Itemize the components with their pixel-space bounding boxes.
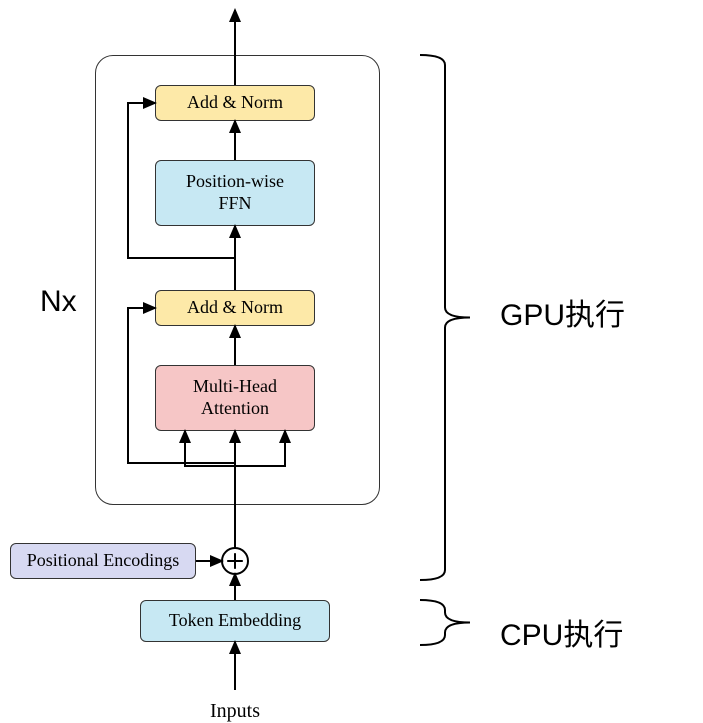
label-gpu: GPU执行	[500, 290, 625, 334]
block-positional-encodings: Positional Encodings	[10, 543, 196, 579]
label-cpu: CPU执行	[500, 610, 623, 654]
block-ffn: Position-wiseFFN	[155, 160, 315, 226]
transformer-diagram: Add & Norm Position-wiseFFN Add & Norm M…	[0, 0, 703, 717]
block-token-embedding: Token Embedding	[140, 600, 330, 642]
block-label: Multi-HeadAttention	[193, 376, 277, 419]
label-inputs: Inputs	[210, 700, 260, 723]
block-multihead-attention: Multi-HeadAttention	[155, 365, 315, 431]
label-nx: Nx	[40, 285, 77, 319]
block-label: Position-wiseFFN	[186, 171, 284, 214]
block-label: Add & Norm	[187, 92, 283, 114]
block-label: Positional Encodings	[27, 550, 180, 572]
block-label: Add & Norm	[187, 297, 283, 319]
block-label: Token Embedding	[169, 610, 301, 632]
block-add-norm-bottom: Add & Norm	[155, 290, 315, 326]
repeat-box	[95, 55, 380, 505]
block-add-norm-top: Add & Norm	[155, 85, 315, 121]
